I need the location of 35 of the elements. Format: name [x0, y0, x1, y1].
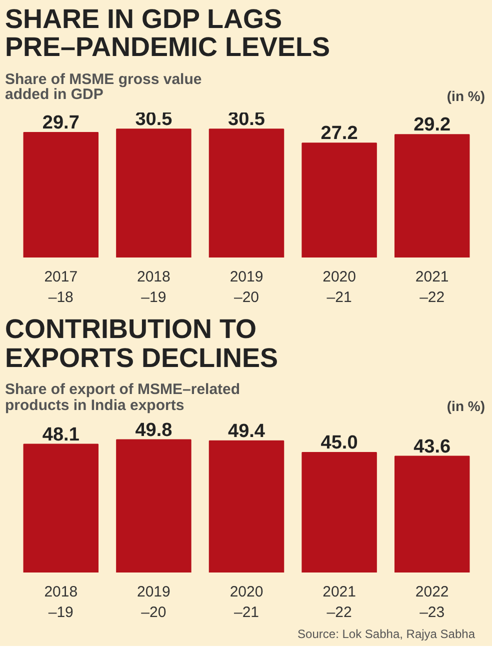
bar: [116, 128, 192, 258]
chart-title: SHARE IN GDP LAGS PRE–PANDEMIC LEVELS: [5, 4, 330, 62]
data-label: 29.2: [414, 114, 451, 136]
data-label: 49.8: [135, 420, 172, 442]
x-tick-label: 2020 –21: [322, 268, 356, 306]
data-label: 29.7: [42, 112, 80, 134]
bar: [302, 142, 377, 258]
text: (in %): [446, 88, 485, 104]
text: (in %): [446, 398, 485, 414]
data-label: 27.2: [320, 123, 358, 144]
x-tick-label: 2022 –23: [415, 584, 449, 622]
data-label: 43.6: [414, 436, 451, 458]
x-tick-label: 2019 –20: [137, 584, 170, 622]
x-tick-label: 2017 –18: [44, 268, 78, 306]
bar: [394, 456, 470, 573]
x-tick-label: 2018 –19: [137, 268, 170, 306]
bar: [208, 128, 284, 258]
chart-subtitle: Share of export of MSME–related products in India exports: [5, 380, 240, 414]
chart-subtitle: Share of MSME gross value added in GDP: [5, 70, 202, 104]
data-label: 45.0: [320, 432, 358, 454]
x-tick-label: 2021 –22: [322, 584, 356, 622]
bar: [394, 134, 470, 258]
x-tick-label: 2021 –22: [415, 268, 449, 306]
x-tick-label: 2018 –19: [44, 584, 78, 622]
x-tick-label: 2020 –21: [230, 584, 264, 622]
bar: [116, 440, 192, 573]
bar: [208, 440, 284, 573]
bar: [23, 444, 99, 573]
data-label: 49.4: [228, 421, 266, 442]
chart-title: CONTRIBUTION TO EXPORTS DECLINES: [5, 314, 278, 373]
data-label: 48.1: [42, 424, 80, 446]
bar: [23, 132, 99, 258]
x-tick-label: 2019 –20: [230, 268, 264, 306]
bar: [302, 452, 377, 573]
source-note: Source: Lok Sabha, Rajya Sabha: [298, 627, 475, 642]
